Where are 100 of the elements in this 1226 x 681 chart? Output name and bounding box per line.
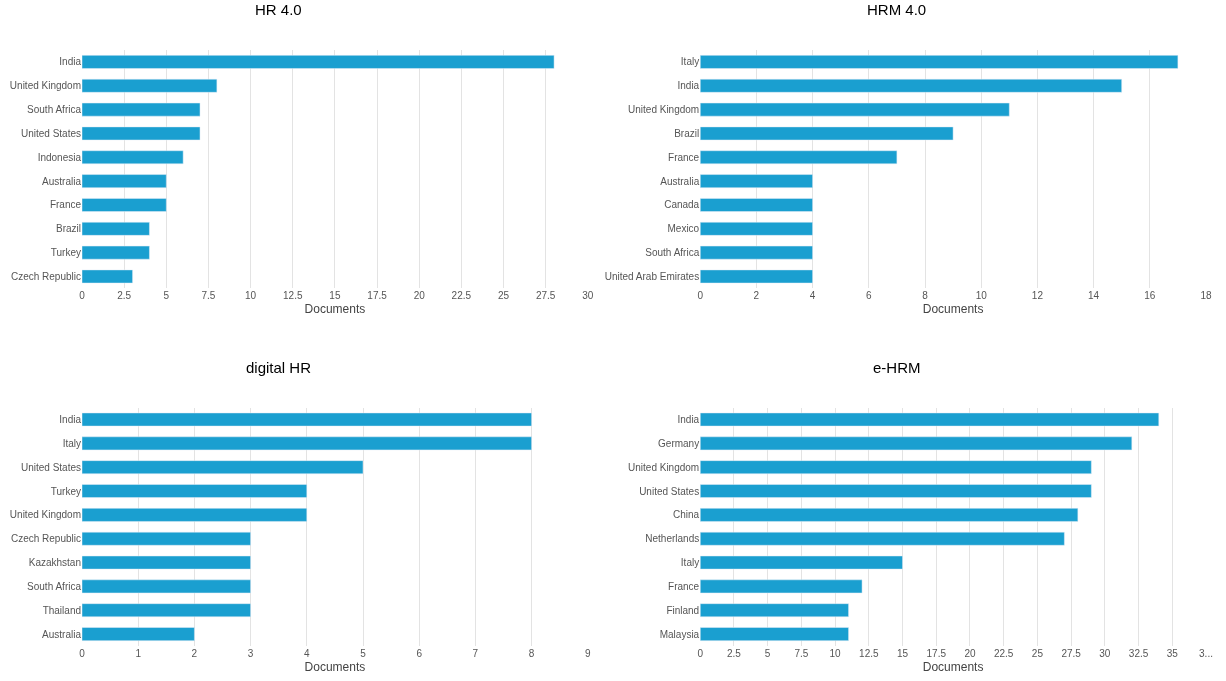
bar	[700, 174, 813, 188]
chart-title: HR 4.0	[255, 1, 302, 18]
x-tick-label: 35	[1166, 648, 1179, 659]
y-tick-label: United States	[639, 485, 700, 497]
x-tick-label: 5	[360, 648, 367, 659]
bar	[82, 555, 251, 570]
x-tick-label: 3	[247, 648, 254, 659]
y-tick-label: Finland	[666, 604, 700, 616]
bar	[82, 55, 555, 69]
x-tick-label: 1	[135, 648, 142, 659]
x-tick-label: 10	[829, 648, 842, 659]
chart-title: digital HR	[246, 359, 312, 376]
bar	[700, 508, 1079, 522]
bar	[700, 579, 863, 594]
x-tick-label: 4	[304, 648, 311, 659]
y-tick-label: Malaysia	[659, 628, 700, 640]
x-tick-label: 22.5	[993, 648, 1014, 659]
bar	[82, 198, 167, 212]
y-tick-label: United Kingdom	[9, 80, 81, 92]
bar	[700, 198, 813, 212]
y-tick-label: China	[673, 509, 700, 521]
bar	[82, 245, 150, 260]
y-tick-label: Australia	[42, 628, 82, 640]
x-tick-label: 0	[79, 648, 86, 659]
x-tick-label: 6	[416, 648, 423, 659]
x-tick-label: 7.5	[201, 290, 216, 302]
bar	[700, 484, 1092, 498]
bar	[82, 102, 201, 117]
x-tick-label: 2	[753, 290, 760, 302]
x-tick-label: 20	[413, 290, 426, 302]
x-tick-label: 32.5	[1128, 648, 1149, 659]
x-tick-label: 22.5	[451, 290, 472, 302]
bar	[700, 436, 1133, 451]
bar	[700, 555, 903, 570]
y-tick-label: India	[677, 80, 700, 92]
x-tick-label: 3...	[1199, 648, 1213, 659]
y-tick-label: South Africa	[27, 104, 82, 116]
y-tick-label: France	[49, 199, 82, 211]
y-tick-label: Thailand	[42, 604, 81, 616]
x-tick-label: 12	[1031, 290, 1044, 302]
y-tick-label: India	[59, 414, 82, 426]
x-tick-label: 0	[79, 290, 86, 302]
bar	[700, 603, 849, 618]
bar	[700, 102, 1010, 117]
chart-title: HRM 4.0	[867, 1, 927, 18]
x-tick-label: 17.5	[926, 648, 947, 659]
x-tick-label: 16	[1144, 290, 1156, 302]
y-tick-label: Germany	[658, 437, 700, 449]
x-tick-label: 15	[896, 648, 909, 659]
bar	[700, 412, 1160, 427]
bar	[82, 436, 532, 451]
y-tick-label: Turkey	[50, 485, 81, 497]
x-tick-label: 14	[1088, 290, 1100, 302]
x-tick-label: 25	[497, 290, 510, 302]
chart-title: e-HRM	[873, 359, 921, 376]
x-tick-label: 15	[329, 290, 341, 302]
x-tick-label: 10	[975, 290, 988, 302]
bar	[82, 627, 195, 641]
y-tick-label: Brazil	[674, 127, 700, 139]
x-axis-title: Documents	[304, 302, 366, 317]
x-tick-label: 0	[697, 290, 704, 302]
x-tick-label: 30	[1099, 648, 1111, 659]
y-tick-label: United States	[20, 127, 81, 139]
bar	[82, 150, 184, 165]
bar	[700, 150, 898, 165]
bar	[82, 269, 133, 284]
bar	[700, 126, 954, 141]
y-tick-label: Mexico	[667, 223, 700, 235]
x-tick-label: 12.5	[283, 290, 303, 302]
y-tick-label: Kazakhstan	[28, 557, 81, 569]
y-tick-label: Italy	[62, 437, 81, 449]
y-tick-label: Czech Republic	[10, 270, 81, 282]
x-tick-label: 17.5	[367, 290, 388, 302]
bar	[700, 460, 1092, 475]
x-axis-title: Documents	[922, 659, 984, 674]
y-tick-label: Indonesia	[37, 151, 82, 163]
y-tick-label: South Africa	[27, 580, 82, 592]
bar	[82, 508, 308, 522]
x-tick-label: 12.5	[859, 648, 879, 659]
y-tick-label: Netherlands	[645, 533, 700, 545]
x-tick-label: 0	[697, 648, 704, 659]
bar	[82, 603, 251, 618]
bar	[700, 531, 1065, 546]
y-tick-label: United States	[20, 461, 81, 473]
x-axis-title: Documents	[922, 302, 984, 317]
x-tick-label: 7.5	[794, 648, 809, 659]
y-tick-label: France	[668, 151, 700, 163]
y-tick-label: Italy	[680, 557, 700, 569]
bar	[82, 412, 532, 427]
y-tick-label: South Africa	[645, 247, 700, 259]
y-tick-label: India	[59, 56, 82, 68]
bar	[82, 126, 201, 141]
x-tick-label: 5	[163, 290, 170, 302]
y-tick-label: Czech Republic	[10, 533, 81, 545]
x-tick-label: 20	[964, 648, 976, 659]
y-tick-label: United Kingdom	[628, 104, 700, 116]
x-tick-label: 27.5	[1061, 648, 1082, 659]
y-tick-label: Italy	[680, 56, 700, 68]
y-tick-label: Australia	[42, 175, 82, 187]
bar	[82, 579, 251, 594]
